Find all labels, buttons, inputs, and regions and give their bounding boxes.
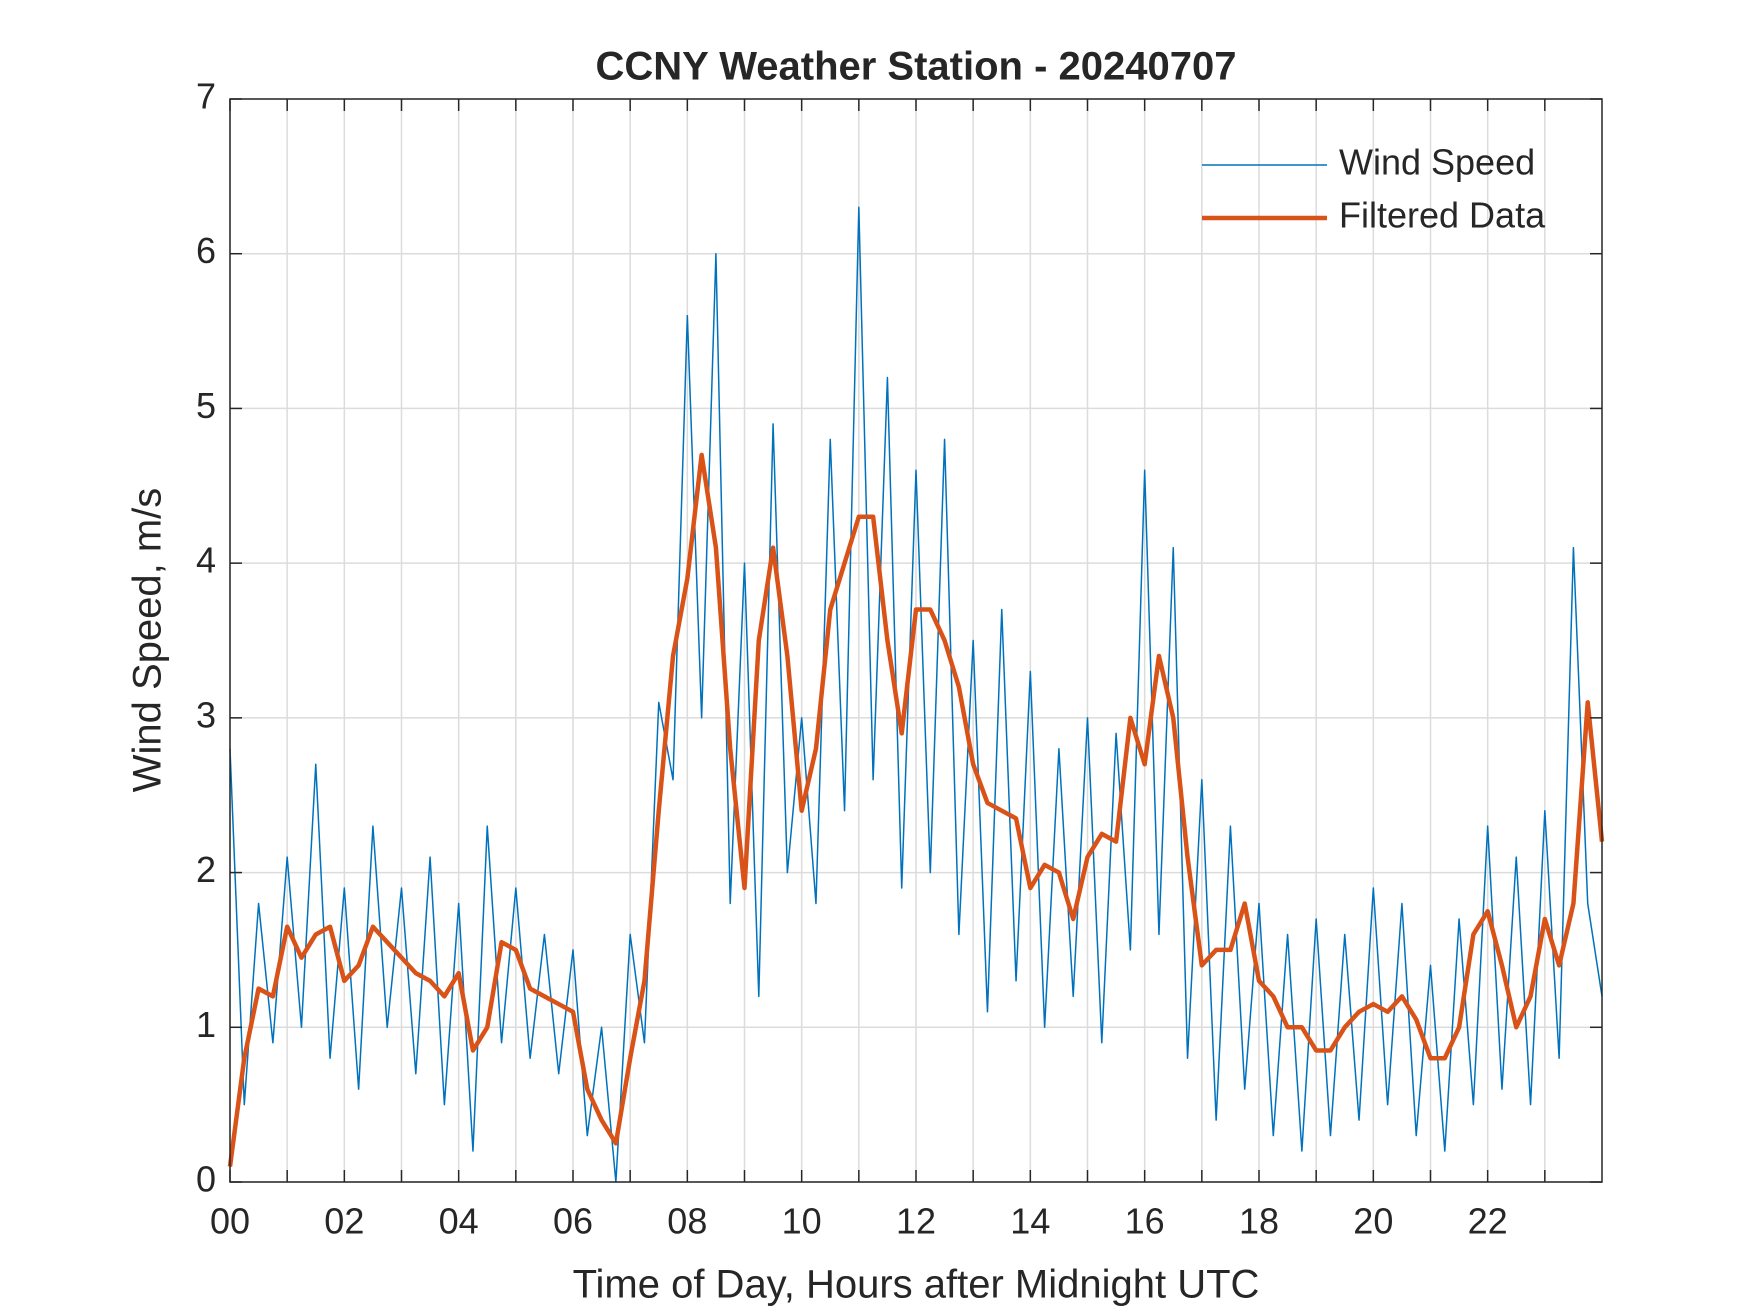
x-tick-label: 22	[1468, 1201, 1508, 1242]
y-tick-label: 5	[196, 385, 216, 426]
x-tick-label: 18	[1239, 1201, 1279, 1242]
y-tick-label: 1	[196, 1004, 216, 1045]
legend-label: Filtered Data	[1339, 195, 1546, 236]
x-tick-label: 14	[1010, 1201, 1050, 1242]
x-tick-label: 10	[782, 1201, 822, 1242]
x-axis-label: Time of Day, Hours after Midnight UTC	[573, 1263, 1260, 1307]
y-tick-label: 6	[196, 230, 216, 271]
plot-area	[227, 206, 1605, 1183]
x-tick-label: 16	[1125, 1201, 1165, 1242]
x-tick-label: 02	[324, 1201, 364, 1242]
y-tick-label: 3	[196, 694, 216, 735]
series-line	[227, 452, 1605, 1167]
series-line	[229, 206, 1603, 1183]
x-tick-label: 06	[553, 1201, 593, 1242]
x-tick-label: 00	[210, 1201, 250, 1242]
y-tick-label: 7	[196, 76, 216, 117]
y-tick-label: 0	[196, 1159, 216, 1200]
legend: Wind Speed Filtered Data	[1202, 142, 1546, 236]
x-tick-label: 04	[439, 1201, 479, 1242]
x-tick-label: 12	[896, 1201, 936, 1242]
y-tick-label: 4	[196, 540, 216, 581]
y-tick-label: 2	[196, 849, 216, 890]
x-tick-label: 20	[1353, 1201, 1393, 1242]
y-axis-label: Wind Speed, m/s	[126, 488, 170, 793]
chart-title: CCNY Weather Station - 20240707	[596, 45, 1237, 89]
x-tick-label: 08	[667, 1201, 707, 1242]
legend-label: Wind Speed	[1339, 142, 1535, 183]
